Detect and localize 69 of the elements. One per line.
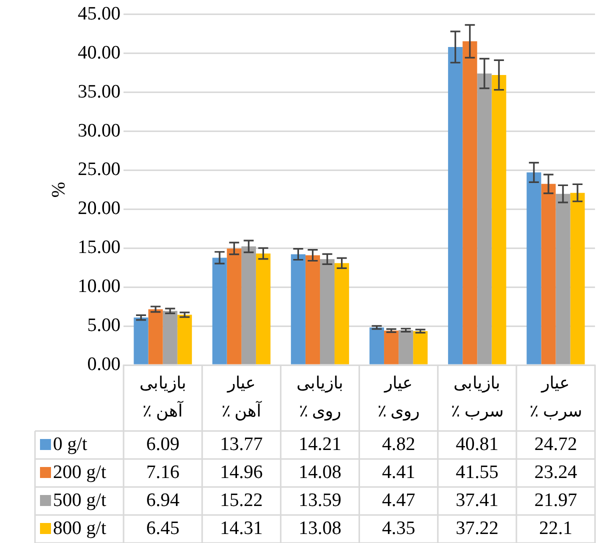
legend-label: 200 g/t: [53, 462, 108, 483]
y-tick-label: 30.00: [78, 120, 121, 142]
bar: [290, 254, 306, 364]
bar: [226, 248, 242, 364]
data-label: 23.24: [534, 462, 578, 483]
data-label: 6.94: [146, 490, 180, 511]
bar: [413, 331, 428, 364]
data-label: 37.22: [456, 518, 499, 539]
bar: [369, 327, 384, 364]
bar: [134, 318, 148, 364]
data-label: 4.82: [382, 434, 416, 455]
bar: [177, 314, 192, 364]
y-tick-label: 10.00: [78, 276, 121, 298]
data-label: 13.08: [298, 518, 342, 539]
bar: [462, 41, 478, 364]
data-label: 14.21: [298, 434, 342, 455]
x-tick-label: عیار آهن ٪: [221, 373, 263, 422]
data-label: 41.55: [456, 462, 499, 483]
bar: [241, 246, 256, 364]
y-tick-label: 45.00: [78, 3, 121, 24]
legend-label: 800 g/t: [53, 518, 108, 539]
bar: [320, 259, 335, 364]
data-label: 14.96: [220, 462, 263, 483]
bar: [541, 184, 556, 364]
data-label: 6.09: [146, 434, 180, 455]
bar: [477, 74, 492, 364]
y-tick-label: 35.00: [78, 81, 121, 102]
y-tick-label: 0.00: [87, 354, 121, 375]
x-tick-label: عیار سرب ٪: [530, 373, 582, 422]
data-label: 40.81: [456, 434, 499, 455]
bar: [162, 310, 178, 364]
x-tick-label: بازیابی سرب ٪: [451, 373, 504, 422]
legend-label: 0 g/t: [53, 434, 88, 455]
bar: [526, 172, 542, 364]
bar: [570, 192, 585, 364]
bar: [448, 47, 463, 364]
data-label: 4.35: [382, 518, 416, 539]
data-label: 13.77: [220, 434, 263, 455]
y-tick-label: 20.00: [78, 198, 121, 220]
data-label: 4.47: [382, 490, 416, 511]
data-label: 14.08: [298, 462, 342, 483]
data-label: 15.22: [220, 490, 263, 511]
y-axis-title: %: [48, 182, 70, 198]
y-tick-label: 15.00: [78, 237, 121, 258]
bar: [492, 75, 506, 364]
bar: [334, 263, 350, 364]
y-tick-label: 25.00: [78, 159, 121, 180]
bar: [256, 254, 270, 364]
legend-label: 500 g/t: [53, 490, 108, 511]
x-tick-label: بازیابی آهن ٪: [139, 373, 186, 422]
bar: [148, 309, 163, 364]
data-label: 13.59: [298, 490, 342, 511]
data-label: 7.16: [146, 462, 180, 483]
bar: [556, 194, 570, 364]
data-label: 37.41: [456, 490, 499, 511]
data-label: 24.72: [534, 434, 578, 455]
bar: [398, 330, 414, 364]
y-tick-label: 40.00: [78, 42, 121, 64]
data-label: 4.41: [382, 462, 416, 483]
bar: [384, 330, 399, 364]
data-label: 14.31: [220, 518, 263, 539]
data-label: 6.45: [146, 518, 180, 539]
x-tick-label: عیار روی ٪: [377, 373, 420, 422]
bar: [305, 255, 320, 364]
x-tick-label: بازیابی روی ٪: [296, 373, 344, 422]
y-tick-label: 5.00: [87, 315, 121, 336]
data-label: 22.1: [539, 518, 572, 539]
bar: [212, 258, 227, 364]
data-label: 21.97: [534, 490, 578, 511]
